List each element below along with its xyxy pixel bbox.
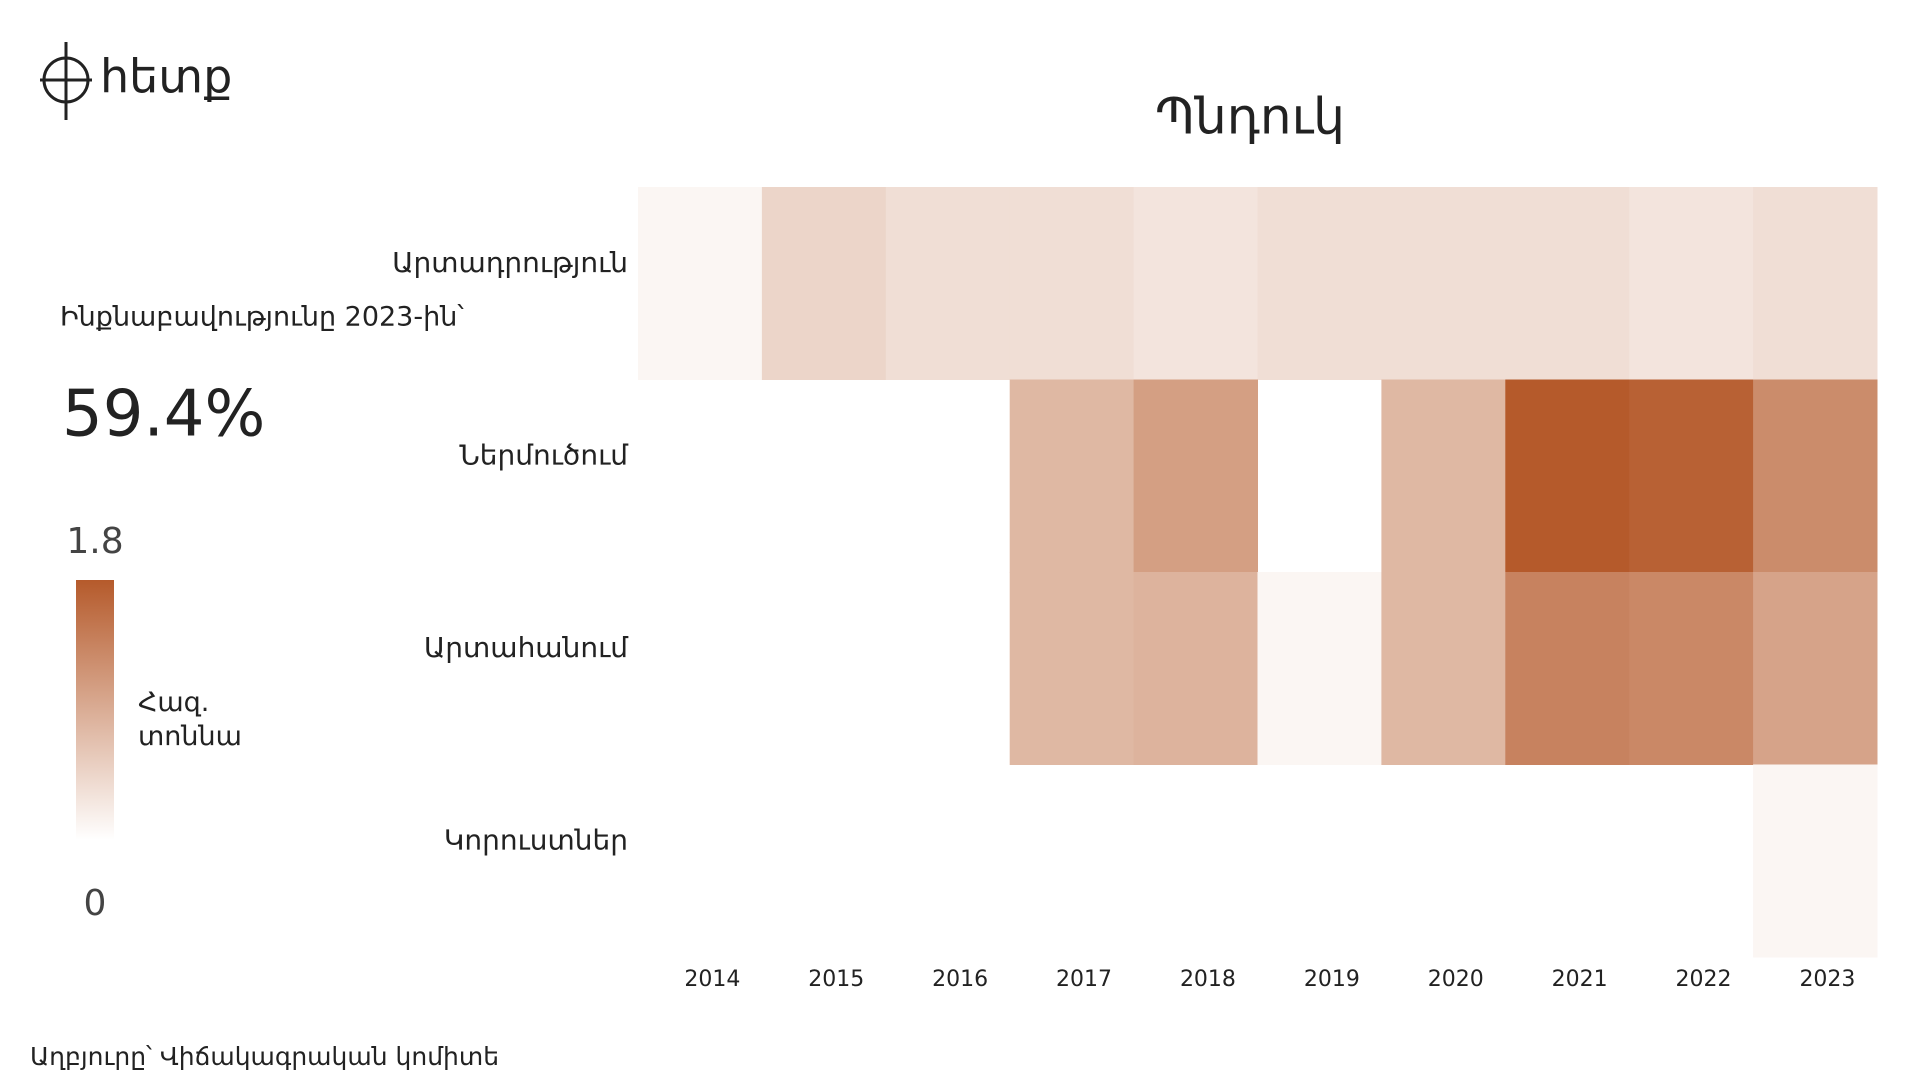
side-value: 59.4% <box>62 378 265 452</box>
x-tick-label: 2016 <box>932 967 988 992</box>
cell <box>1133 379 1258 573</box>
x-tick-label: 2015 <box>808 967 864 992</box>
cell <box>1133 187 1258 380</box>
cell <box>1629 379 1754 573</box>
x-tick-label: 2014 <box>684 967 740 992</box>
row-label: Արտահանում <box>424 631 629 664</box>
row-label: Արտադրություն <box>392 246 628 279</box>
x-tick-label: 2020 <box>1428 967 1484 992</box>
x-tick-label: 2019 <box>1304 967 1360 992</box>
x-tick-label: 2017 <box>1056 967 1112 992</box>
source: Աղբյուրը՝ Վիճակագրական կոմիտե <box>30 1042 499 1071</box>
cell <box>1505 379 1630 573</box>
cell <box>761 187 887 380</box>
colorbar-tick-label: 1.8 <box>66 521 123 562</box>
cell <box>638 187 763 380</box>
cell <box>1257 572 1382 765</box>
cell <box>1009 379 1135 573</box>
row-label: Ներմուծում <box>459 439 629 472</box>
cell <box>1753 187 1878 380</box>
x-tick-label: 2018 <box>1180 967 1236 992</box>
cell <box>1753 572 1878 765</box>
cell <box>1505 187 1630 380</box>
cell <box>885 187 1011 380</box>
cell <box>1381 187 1506 380</box>
cell <box>1381 572 1506 765</box>
cell <box>1629 572 1754 765</box>
x-tick-label: 2022 <box>1676 967 1732 992</box>
cell <box>1009 572 1135 765</box>
colorbar-label: Հազ. տոննա <box>138 687 242 752</box>
colorbar <box>76 580 114 840</box>
colorbar-tick-label: 0 <box>84 883 107 924</box>
chart-title: Պնդուկ <box>1155 88 1345 146</box>
cell <box>1009 187 1135 380</box>
cell <box>1505 572 1630 765</box>
cell <box>1753 379 1878 573</box>
cell <box>1381 379 1506 573</box>
row-label: Կորուստներ <box>444 824 628 857</box>
x-tick-label: 2021 <box>1552 967 1608 992</box>
cell <box>1629 187 1754 380</box>
x-tick-label: 2023 <box>1799 967 1855 992</box>
cell <box>1257 187 1382 380</box>
logo-text: հետք <box>100 50 232 104</box>
logo-icon <box>40 42 92 120</box>
cell <box>1133 572 1258 765</box>
side-label: Ինքնաբավությունը 2023-ին՝ <box>60 302 464 333</box>
cell <box>1753 764 1878 958</box>
